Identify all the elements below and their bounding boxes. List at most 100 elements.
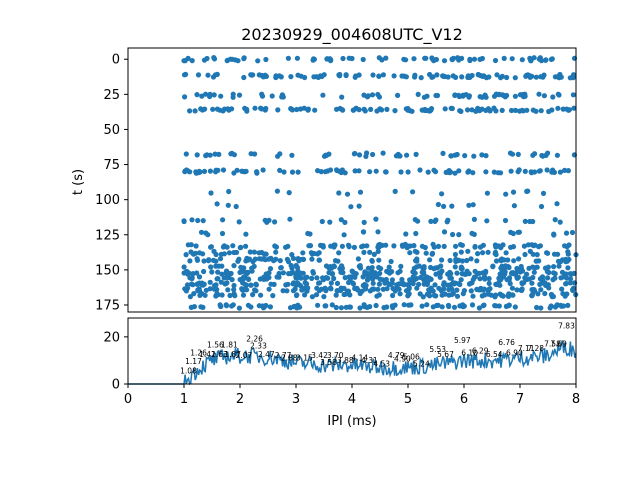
raster-point bbox=[322, 303, 328, 309]
raster-point bbox=[338, 169, 344, 176]
raster-point bbox=[374, 293, 380, 299]
raster-point bbox=[383, 169, 389, 175]
raster-point bbox=[479, 152, 485, 158]
raster-point bbox=[183, 252, 189, 258]
raster-point bbox=[200, 304, 206, 310]
raster-point bbox=[556, 263, 562, 269]
raster-point bbox=[433, 217, 439, 223]
raster-point bbox=[484, 218, 490, 224]
raster-point bbox=[459, 242, 465, 248]
raster-point bbox=[364, 277, 371, 283]
raster-point bbox=[187, 294, 193, 300]
raster-point bbox=[536, 56, 542, 62]
raster-point bbox=[289, 169, 296, 175]
raster-point bbox=[356, 168, 362, 174]
raster-point bbox=[452, 92, 458, 98]
raster-point bbox=[371, 251, 377, 257]
raster-point bbox=[391, 243, 397, 249]
raster-point bbox=[392, 288, 398, 294]
ipi-peak-label: 1.42 bbox=[199, 350, 216, 359]
raster-point bbox=[362, 269, 368, 275]
ipi-x-tick-label: 0 bbox=[124, 392, 132, 407]
raster-point bbox=[207, 279, 213, 285]
raster-point bbox=[514, 287, 520, 293]
raster-point bbox=[491, 169, 497, 175]
raster-point bbox=[184, 168, 191, 174]
raster-band bbox=[185, 241, 572, 251]
raster-point bbox=[200, 251, 206, 257]
ipi-peak-labels: 1.081.171.261.421.561.631.811.872.07 2.26… bbox=[180, 322, 575, 376]
raster-point bbox=[454, 293, 461, 299]
raster-point bbox=[566, 242, 572, 248]
raster-point bbox=[545, 275, 551, 281]
raster-point bbox=[388, 258, 394, 265]
raster-point bbox=[236, 305, 242, 311]
raster-point bbox=[307, 243, 314, 249]
raster-point bbox=[278, 265, 284, 271]
raster-point bbox=[533, 108, 539, 114]
ipi-peak-label: 2.77 bbox=[275, 351, 292, 360]
raster-point bbox=[340, 107, 346, 113]
raster-point bbox=[492, 293, 498, 299]
raster-point bbox=[353, 73, 359, 79]
raster-point bbox=[412, 74, 418, 80]
raster-point bbox=[432, 265, 438, 271]
raster-point bbox=[470, 170, 476, 176]
raster-point bbox=[506, 275, 513, 281]
raster-axes-frame bbox=[127, 47, 577, 313]
raster-point bbox=[259, 106, 265, 112]
raster-point bbox=[321, 72, 327, 78]
raster-point bbox=[200, 218, 206, 224]
raster-point bbox=[568, 271, 574, 277]
raster-point bbox=[459, 271, 465, 277]
raster-point bbox=[392, 188, 398, 194]
raster-point bbox=[465, 248, 471, 254]
raster-point bbox=[317, 280, 323, 286]
raster-point bbox=[431, 58, 437, 64]
ipi-y-tick-label: 0 bbox=[112, 378, 120, 393]
raster-point bbox=[263, 105, 269, 112]
raster-point bbox=[520, 92, 526, 98]
raster-point bbox=[350, 107, 356, 113]
raster-point bbox=[426, 287, 432, 293]
ipi-peak-label: 1.81 bbox=[221, 341, 238, 350]
raster-point bbox=[512, 304, 518, 310]
raster-point bbox=[493, 281, 500, 288]
raster-point bbox=[563, 230, 570, 236]
raster-point bbox=[512, 93, 519, 99]
raster-point bbox=[213, 263, 219, 269]
ipi-peak-label: 7.28 bbox=[527, 344, 544, 353]
raster-point bbox=[274, 188, 280, 194]
raster-point bbox=[355, 256, 361, 262]
raster-band bbox=[214, 201, 560, 210]
raster-point bbox=[522, 168, 528, 174]
raster-point bbox=[554, 201, 560, 207]
raster-point bbox=[545, 150, 551, 156]
raster-point bbox=[534, 252, 540, 258]
raster-point bbox=[364, 304, 370, 310]
raster-point bbox=[245, 302, 251, 308]
raster-point bbox=[274, 274, 280, 280]
raster-point bbox=[404, 152, 410, 158]
raster-point bbox=[555, 258, 562, 264]
raster-point bbox=[419, 243, 425, 249]
raster-point bbox=[533, 258, 539, 264]
ipi-peak-label: 5.67 bbox=[437, 350, 454, 359]
raster-point bbox=[552, 275, 558, 281]
raster-point bbox=[336, 250, 342, 256]
raster-point bbox=[536, 91, 542, 97]
raster-point bbox=[351, 270, 357, 276]
raster-point bbox=[241, 74, 247, 81]
raster-point bbox=[448, 275, 454, 281]
raster-point bbox=[240, 292, 247, 298]
raster-point bbox=[551, 264, 557, 270]
raster-point bbox=[445, 169, 451, 175]
raster-point bbox=[196, 274, 203, 280]
raster-point bbox=[450, 231, 456, 238]
raster-point bbox=[195, 72, 202, 78]
raster-point bbox=[546, 285, 552, 291]
raster-point bbox=[311, 250, 317, 257]
raster-point bbox=[537, 243, 544, 249]
raster-point bbox=[519, 281, 525, 287]
raster-point bbox=[380, 286, 386, 292]
